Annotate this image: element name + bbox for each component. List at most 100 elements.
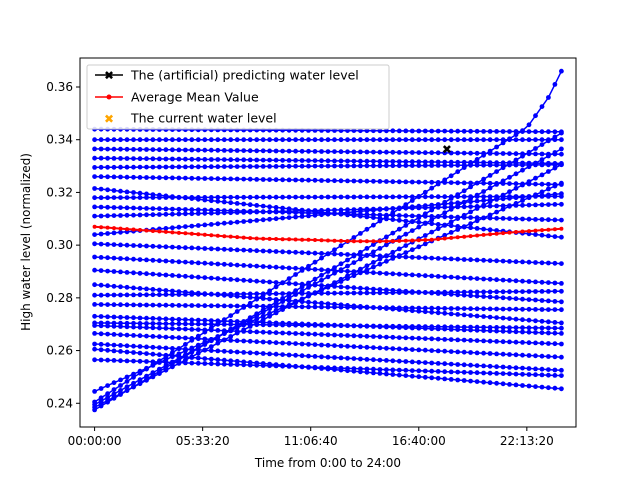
- y-tick-label: 0.34: [46, 133, 73, 147]
- water-level-point: [468, 184, 473, 190]
- water-level-point: [390, 323, 396, 329]
- average-mean-point: [196, 232, 201, 237]
- water-level-point: [118, 242, 123, 248]
- water-level-point: [267, 164, 272, 169]
- water-level-point: [552, 183, 558, 189]
- water-level-point: [435, 375, 441, 381]
- water-level-point: [442, 232, 448, 238]
- water-level-point: [487, 148, 493, 154]
- water-level-point: [384, 128, 389, 134]
- water-level-point: [539, 298, 545, 303]
- water-level-point: [435, 150, 441, 156]
- water-level-point: [416, 224, 422, 230]
- water-level-point: [92, 174, 97, 180]
- water-level-point: [260, 313, 266, 319]
- water-level-point: [118, 358, 123, 364]
- water-level-point: [312, 209, 318, 214]
- water-level-point: [468, 161, 473, 166]
- water-level-point: [150, 344, 156, 350]
- water-level-point: [98, 268, 104, 273]
- water-level-point: [221, 337, 227, 343]
- water-level-point: [273, 340, 279, 346]
- water-level-point: [189, 274, 195, 280]
- water-level-point: [474, 350, 480, 356]
- water-level-point: [526, 306, 532, 312]
- water-level-point: [221, 164, 227, 170]
- water-level-point: [306, 322, 311, 328]
- water-level-point: [416, 215, 422, 221]
- water-level-point: [215, 334, 221, 339]
- water-level-point: [221, 303, 227, 309]
- water-level-point: [468, 338, 473, 343]
- water-level-point: [124, 315, 130, 320]
- water-level-point: [241, 164, 247, 169]
- water-level-point: [384, 159, 389, 164]
- water-level-point: [429, 207, 435, 213]
- water-level-point: [319, 277, 324, 283]
- water-level-point: [286, 302, 292, 308]
- water-level-point: [131, 205, 136, 211]
- water-level-point: [429, 229, 435, 235]
- average-mean-point: [527, 229, 531, 234]
- water-level-point: [494, 325, 499, 330]
- average-mean-point: [267, 236, 272, 241]
- water-level-point: [416, 244, 422, 250]
- water-level-point: [338, 261, 344, 267]
- water-level-point: [163, 325, 169, 331]
- water-level-point: [539, 372, 545, 378]
- water-level-point: [124, 343, 130, 349]
- water-level-point: [254, 316, 260, 322]
- water-level-point: [111, 137, 117, 143]
- water-level-point: [293, 158, 298, 163]
- water-level-point: [254, 203, 260, 208]
- water-level-point: [448, 137, 454, 143]
- water-level-point: [448, 223, 454, 229]
- water-level-point: [351, 178, 357, 184]
- water-level-point: [338, 290, 344, 296]
- water-level-point: [332, 290, 337, 296]
- water-level-point: [474, 289, 480, 295]
- water-level-point: [546, 341, 551, 346]
- water-level-point: [124, 205, 130, 211]
- water-level-point: [559, 325, 564, 331]
- water-level-point: [448, 311, 454, 317]
- water-level-point: [144, 377, 149, 383]
- water-level-point: [481, 162, 486, 168]
- water-level-point: [247, 248, 253, 253]
- water-level-point: [131, 315, 136, 321]
- water-level-point: [293, 288, 298, 294]
- water-level-point: [183, 164, 188, 170]
- water-level-point: [202, 157, 208, 162]
- water-level-point: [481, 306, 486, 312]
- water-level-point: [481, 350, 486, 356]
- average-mean-point: [488, 232, 493, 237]
- water-level-point: [494, 371, 499, 376]
- water-level-point: [351, 149, 357, 155]
- water-level-point: [520, 306, 525, 312]
- legend-label-current: The current water level: [130, 111, 277, 126]
- water-level-point: [422, 374, 428, 380]
- water-level-point: [163, 321, 169, 327]
- series-average-mean: [92, 224, 564, 244]
- water-level-point: [409, 272, 415, 278]
- water-level-point: [507, 203, 512, 209]
- water-level-point: [293, 249, 298, 255]
- average-mean-point: [306, 237, 311, 242]
- water-level-point: [131, 195, 136, 201]
- water-level-point: [403, 128, 409, 134]
- water-level-point: [299, 364, 305, 370]
- water-level-point: [513, 181, 519, 187]
- water-level-point: [163, 164, 169, 170]
- water-level-point: [345, 252, 350, 257]
- water-level-point: [293, 304, 298, 310]
- water-level-point: [559, 68, 564, 74]
- water-level-point: [345, 149, 350, 155]
- water-level-point: [273, 148, 279, 154]
- water-level-point: [494, 209, 499, 215]
- water-level-point: [221, 331, 227, 336]
- water-level-point: [124, 384, 130, 390]
- water-level-point: [124, 164, 130, 170]
- water-level-point: [170, 137, 175, 143]
- water-level-point: [448, 206, 454, 212]
- water-level-point: [513, 365, 519, 371]
